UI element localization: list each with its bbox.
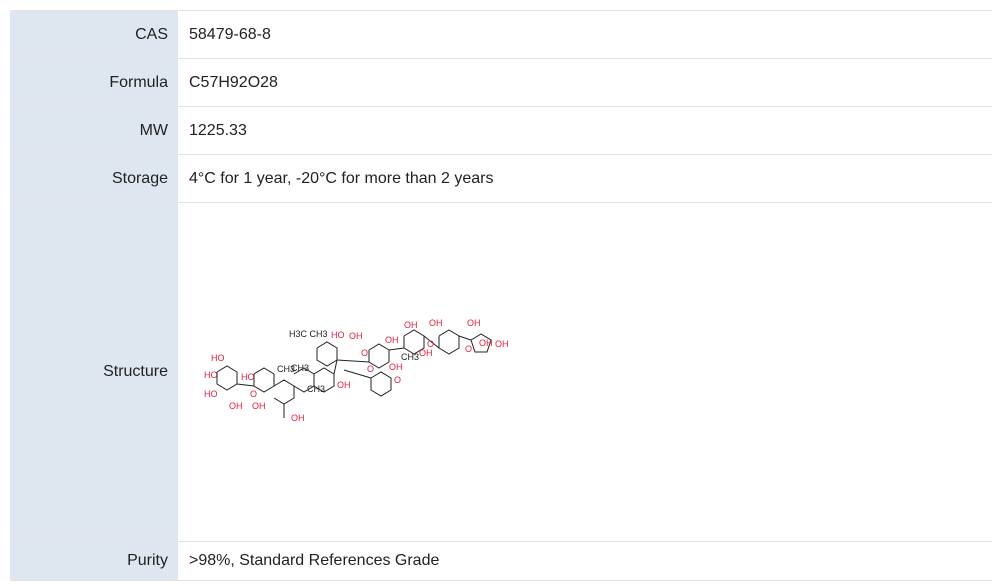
atom-label: CH3 <box>291 363 309 373</box>
atom-label: CH3 <box>401 352 419 362</box>
structure-cell: HO HO HO OH HO O OH OH CH3 CH3 CH3 H3C CH3 HO OH O OH OH… <box>178 202 992 542</box>
product-table: CAS 58479-68-8 Formula C57H92O28 MW 1225.33… <box>10 10 992 581</box>
atom-label: O <box>394 375 401 385</box>
value: 58479-68-8 <box>178 10 992 59</box>
atom-label: OH <box>419 348 433 358</box>
value: 1225.33 <box>178 106 992 155</box>
atom-label: H3C CH3 <box>289 329 328 339</box>
value: >98%, Standard References Grade <box>178 541 992 581</box>
atom-label: HO <box>241 372 255 382</box>
bonds <box>216 328 492 418</box>
row: Storage 4°C for 1 year, -20°C for more th… <box>10 154 992 203</box>
key: Structure <box>10 202 179 542</box>
atom-label: CH3 <box>277 364 295 374</box>
atom-label: O <box>250 389 257 399</box>
value: C57H92O28 <box>178 58 992 107</box>
key: MW <box>10 106 179 155</box>
atom-label: HO <box>204 370 218 380</box>
atom-label: O <box>361 348 368 358</box>
atom-label: O <box>465 344 472 354</box>
atom-label: OH <box>349 331 363 341</box>
row: Structure <box>10 202 992 542</box>
atom-label: O <box>367 364 374 374</box>
atom-label: HO <box>331 330 345 340</box>
row: MW 1225.33 <box>10 106 992 155</box>
key: Purity <box>10 541 179 581</box>
atom-label: HO <box>211 353 225 363</box>
atom-label: OH <box>291 413 305 423</box>
value: 4°C for 1 year, -20°C for more than 2 ye… <box>178 154 992 203</box>
atom-label: O <box>427 339 434 349</box>
row: Purity >98%, Standard References Grade <box>10 541 992 581</box>
atom-label: OH <box>385 335 399 345</box>
atom-label: HO <box>204 389 218 399</box>
atom-label: OH <box>389 362 403 372</box>
atom-label: OH <box>495 339 509 349</box>
atom-label: OH <box>337 380 351 390</box>
key: Storage <box>10 154 179 203</box>
atom-label: OH <box>252 401 266 411</box>
atom-label: OH <box>229 401 243 411</box>
atom-label: OH <box>479 338 493 348</box>
key: CAS <box>10 10 179 59</box>
atom-label: CH3 <box>307 384 325 394</box>
row: Formula C57H92O28 <box>10 58 992 107</box>
atom-label: OH <box>467 318 481 328</box>
atom-label: OH <box>404 320 418 330</box>
key: Formula <box>10 58 179 107</box>
atom-label: OH <box>429 318 443 328</box>
row: CAS 58479-68-8 <box>10 10 992 59</box>
